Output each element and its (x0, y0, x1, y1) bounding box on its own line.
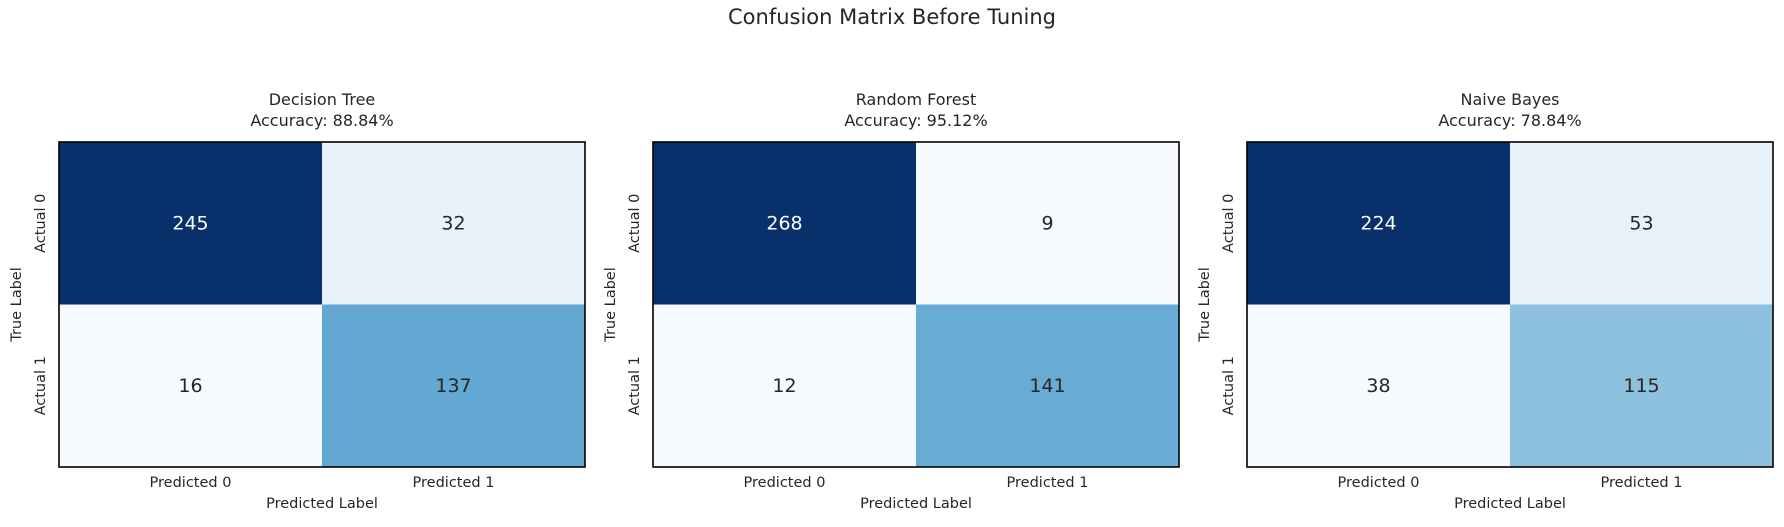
cell-value-label: 137 (435, 375, 471, 397)
cell-value-label: 245 (172, 212, 208, 234)
cell-value-label: 12 (772, 375, 796, 397)
y-tick-label: Actual 0 (627, 194, 643, 253)
panel-title: Decision Tree (269, 90, 376, 109)
panel-title: Random Forest (856, 90, 976, 109)
heatmap-cell (59, 142, 322, 305)
heatmap-cell (916, 304, 1179, 467)
heatmap-cell (322, 304, 585, 467)
y-axis-label: True Label (9, 267, 25, 343)
cell-value-label: 268 (766, 212, 802, 234)
x-axis-label: Predicted Label (266, 496, 378, 512)
plot-frame (1246, 141, 1774, 468)
heatmap-cell (1510, 142, 1773, 305)
figure-title: Confusion Matrix Before Tuning (728, 5, 1056, 29)
panel-subtitle: Accuracy: 78.84% (1438, 111, 1581, 130)
panel-subtitle: Accuracy: 88.84% (250, 111, 393, 130)
cell-value-label: 16 (178, 375, 202, 397)
cell-value-label: 115 (1623, 375, 1659, 397)
heatmap-cell (1247, 142, 1510, 305)
y-axis-label: True Label (1197, 267, 1213, 343)
x-tick-label: Predicted 1 (1007, 475, 1089, 491)
cell-value-label: 38 (1366, 375, 1390, 397)
y-tick-label: Actual 0 (1221, 194, 1237, 253)
y-tick-label: Actual 1 (627, 356, 643, 415)
cell-value-label: 53 (1629, 212, 1653, 234)
plot-frame (652, 141, 1180, 468)
cell-value-label: 32 (441, 212, 465, 234)
cell-value-label: 141 (1029, 375, 1065, 397)
heatmap-cell (1247, 304, 1510, 467)
x-axis-label: Predicted Label (1454, 496, 1566, 512)
heatmap-cell (916, 142, 1179, 305)
y-tick-label: Actual 0 (33, 194, 49, 253)
cell-value-label: 224 (1360, 212, 1396, 234)
plot-frame (58, 141, 586, 468)
x-tick-label: Predicted 1 (1601, 475, 1683, 491)
x-tick-label: Predicted 0 (150, 475, 232, 491)
heatmap-cell (1510, 304, 1773, 467)
heatmap-cell (322, 142, 585, 305)
y-tick-label: Actual 1 (1221, 356, 1237, 415)
y-axis-label: True Label (603, 267, 619, 343)
x-axis-label: Predicted Label (860, 496, 972, 512)
heatmap-cell (653, 142, 916, 305)
panel-title: Naive Bayes (1460, 90, 1559, 109)
heatmap-cell (59, 304, 322, 467)
y-tick-label: Actual 1 (33, 356, 49, 415)
x-tick-label: Predicted 0 (1338, 475, 1420, 491)
x-tick-label: Predicted 0 (744, 475, 826, 491)
x-tick-label: Predicted 1 (413, 475, 495, 491)
panel-subtitle: Accuracy: 95.12% (844, 111, 987, 130)
heatmap-cell (653, 304, 916, 467)
cell-value-label: 9 (1041, 212, 1053, 234)
